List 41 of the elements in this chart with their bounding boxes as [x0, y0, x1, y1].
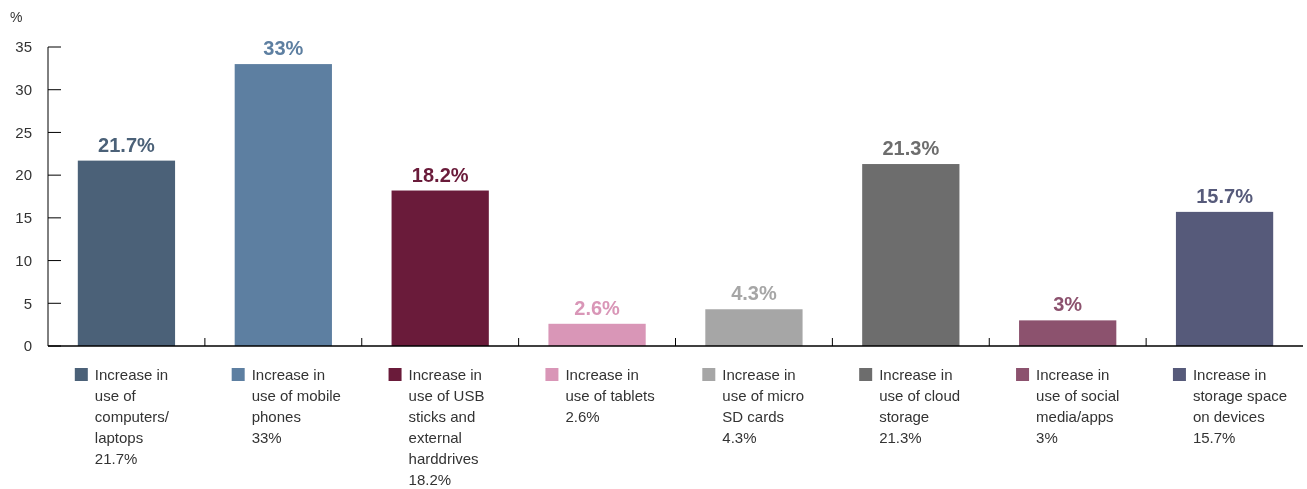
data-label: 2.6% [574, 296, 621, 319]
bar [77, 160, 176, 346]
text: 4.3% [722, 429, 757, 446]
bar [234, 64, 332, 346]
text: 15.7% [1192, 429, 1236, 446]
data-label: 33% [263, 37, 304, 60]
x-tick-label: Increase in use of tablets [565, 366, 655, 404]
y-tick-label: 5 [23, 294, 32, 312]
y-tick-label: 20 [15, 166, 32, 184]
text: 21.7% [94, 450, 138, 467]
text: 21.3% [879, 429, 922, 446]
data-label: 15.7% [1196, 184, 1254, 207]
data-label: 3% [1053, 293, 1083, 316]
x-tick-label: Increase in use of USB sticks and external harddrives [408, 366, 485, 467]
bar [1019, 320, 1117, 346]
y-tick-label: 15 [15, 209, 32, 227]
bar [705, 309, 803, 346]
bar [391, 190, 489, 346]
x-tick-label: Increase in use of social media/apps [1036, 366, 1120, 425]
y-tick-label: 35 [15, 38, 32, 56]
x-tick-label: Increase in use of cloud storage [879, 366, 961, 425]
x-tick-label: Increase in storage space on devices [1192, 366, 1288, 425]
text: 2.6% [565, 408, 600, 425]
text: 33% [251, 429, 282, 446]
data-label: 21.7% [98, 133, 155, 156]
y-axis-title: % [10, 9, 23, 25]
text: 3% [1036, 429, 1058, 446]
data-label: 21.3% [882, 137, 940, 160]
y-tick-label: 0 [23, 337, 32, 355]
bar [862, 164, 960, 346]
x-tick-label: Increase in use of computers/ laptops [94, 366, 170, 446]
data-label: 18.2% [411, 163, 469, 186]
x-tick-label: Increase in use of mobile phones [251, 366, 341, 425]
text: 18.2% [408, 471, 452, 488]
x-tick-label: Increase in use of micro SD cards [722, 366, 805, 425]
y-tick-label: 30 [15, 80, 32, 98]
bar [1175, 211, 1274, 346]
y-tick-label: 10 [15, 251, 32, 269]
data-label: 4.3% [731, 282, 777, 305]
y-tick-label: 25 [15, 123, 32, 141]
bar [548, 323, 646, 346]
